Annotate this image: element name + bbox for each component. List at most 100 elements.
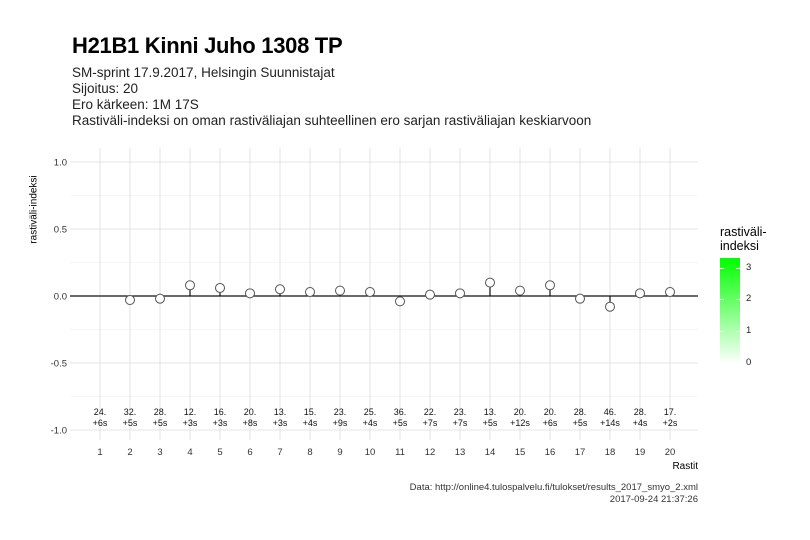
x-tick-label: 20 [665, 447, 676, 458]
rank-label: 20. [244, 407, 257, 417]
x-tick-label: 16 [545, 447, 556, 458]
legend-tick-label: 1 [746, 325, 752, 336]
diff-label: +6s [543, 418, 558, 428]
x-tick-label: 8 [307, 447, 312, 458]
data-point [545, 280, 555, 291]
rank-label: 23. [334, 407, 347, 417]
rank-label: 15. [304, 407, 317, 417]
data-point [515, 285, 525, 296]
x-axis-label: Rastit [672, 461, 698, 472]
data-point [605, 301, 615, 312]
rank-label: 32. [124, 407, 137, 417]
diff-label: +7s [423, 418, 438, 428]
rank-label: 22. [424, 407, 437, 417]
legend-tick-mark [720, 299, 724, 300]
data-point [665, 286, 675, 297]
x-tick-label: 11 [395, 447, 405, 458]
chart-title: H21B1 Kinni Juho 1308 TP [72, 33, 343, 58]
x-tick-label: 10 [365, 447, 376, 458]
y-tick-label: 0.0 [54, 292, 67, 303]
data-point [575, 293, 585, 304]
rank-label: 28. [574, 407, 587, 417]
legend-tick-mark [736, 268, 740, 269]
data-point [335, 285, 345, 296]
x-tick-label: 4 [187, 447, 192, 458]
x-tick-label: 13 [455, 447, 466, 458]
diff-label: +8s [243, 418, 258, 428]
x-tick-label: 18 [605, 447, 616, 458]
rank-label: 28. [634, 407, 647, 417]
y-tick-label: -0.5 [51, 359, 67, 370]
diff-label: +5s [573, 418, 588, 428]
rank-label: 13. [274, 407, 287, 417]
diff-label: +4s [303, 418, 318, 428]
rank-label: 25. [364, 407, 377, 417]
subtitle-description: Rastiväli-indeksi on oman rastiväliajan … [72, 113, 592, 128]
rank-label: 23. [454, 407, 467, 417]
x-tick-label: 6 [247, 447, 252, 458]
x-tick-label: 1 [97, 447, 102, 458]
y-tick-label: 0.5 [54, 225, 67, 236]
data-point [125, 295, 135, 306]
legend-tick-label: 2 [746, 293, 752, 304]
legend-tick-mark [720, 331, 724, 332]
data-point [185, 280, 195, 291]
rank-label: 17. [664, 407, 677, 417]
data-point [155, 293, 165, 304]
x-tick-label: 3 [157, 447, 162, 458]
x-tick-label: 12 [425, 447, 436, 458]
data-point [425, 289, 435, 300]
rank-label: 16. [214, 407, 227, 417]
data-point [635, 288, 645, 299]
diff-label: +4s [363, 418, 378, 428]
diff-label: +7s [453, 418, 468, 428]
diff-label: +5s [123, 418, 138, 428]
subtitle-event: SM-sprint 17.9.2017, Helsingin Suunnista… [72, 65, 335, 80]
diff-label: +2s [663, 418, 678, 428]
data-point [215, 282, 225, 293]
legend-tick-mark [736, 331, 740, 332]
legend-title: rastiväli- indeksi [720, 225, 767, 253]
diff-label: +5s [393, 418, 408, 428]
rank-label: 20. [544, 407, 557, 417]
rank-label: 13. [484, 407, 497, 417]
rank-label: 36. [394, 407, 407, 417]
data-point [485, 277, 495, 288]
legend-tick-mark [720, 268, 724, 269]
x-tick-label: 5 [217, 447, 222, 458]
data-point [245, 288, 255, 299]
x-tick-label: 14 [485, 447, 496, 458]
diff-label: +4s [633, 418, 648, 428]
legend-tick-label: 0 [746, 357, 752, 368]
rank-label: 28. [154, 407, 167, 417]
x-tick-label: 2 [127, 447, 132, 458]
data-point [365, 286, 375, 297]
x-tick-label: 9 [337, 447, 342, 458]
subtitle-gap: Ero kärkeen: 1M 17S [72, 97, 199, 112]
diff-label: +5s [483, 418, 498, 428]
legend-title-line2: indeksi [720, 239, 759, 253]
diff-label: +3s [273, 418, 288, 428]
data-point [455, 288, 465, 299]
diff-label: +6s [93, 418, 108, 428]
subtitle-rank: Sijoitus: 20 [72, 81, 139, 96]
x-tick-label: 19 [635, 447, 646, 458]
x-tick-label: 15 [515, 447, 526, 458]
data-point [395, 296, 405, 307]
y-tick-label: 1.0 [54, 158, 67, 169]
x-tick-label: 17 [575, 447, 586, 458]
diff-label: +3s [213, 418, 228, 428]
x-tick-label: 7 [277, 447, 282, 458]
caption-timestamp: 2017-09-24 21:37:26 [609, 494, 698, 505]
diff-label: +3s [183, 418, 198, 428]
legend-title-line1: rastiväli- [720, 225, 767, 239]
y-tick-label: -1.0 [51, 426, 67, 437]
legend-tick-mark [736, 299, 740, 300]
diff-label: +14s [600, 418, 620, 428]
y-axis-label: rastiväli-indeksi [28, 175, 40, 244]
rank-label: 46. [604, 407, 617, 417]
diff-label: +9s [333, 418, 348, 428]
rank-label: 12. [184, 407, 197, 417]
caption-source: Data: http://online4.tulospalvelu.fi/tul… [409, 482, 698, 493]
data-point [305, 286, 315, 297]
